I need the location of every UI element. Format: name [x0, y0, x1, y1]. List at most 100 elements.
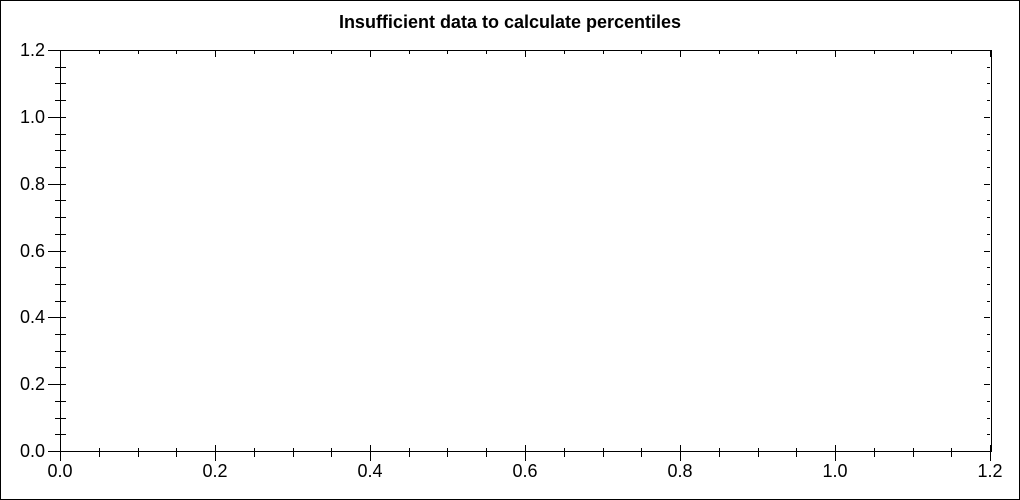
- y-axis-minor-tick: [55, 434, 66, 435]
- x-axis-top-minor-tick: [603, 51, 604, 54]
- y-tick-label: 1.0: [19, 107, 45, 127]
- y-axis-right-minor-tick: [987, 150, 990, 151]
- x-axis-minor-tick: [796, 448, 797, 457]
- x-axis-minor-tick: [913, 448, 914, 457]
- y-axis-minor-tick: [55, 167, 66, 168]
- y-tick-label: 0.8: [19, 174, 45, 194]
- x-axis-top-minor-tick: [874, 51, 875, 54]
- x-axis-minor-tick: [641, 448, 642, 457]
- y-axis-major-tick: [48, 50, 66, 51]
- y-axis-minor-tick: [55, 301, 66, 302]
- y-axis-minor-tick: [55, 351, 66, 352]
- x-axis-top-minor-tick: [564, 51, 565, 54]
- y-axis-minor-tick: [55, 284, 66, 285]
- y-axis-right-minor-tick: [987, 284, 990, 285]
- x-tick-label: 0.6: [512, 461, 538, 481]
- y-axis-major-tick: [48, 384, 66, 385]
- y-axis-major-tick: [48, 251, 66, 252]
- x-axis-major-tick: [215, 445, 216, 461]
- x-axis-top-minor-tick: [913, 51, 914, 54]
- y-axis-right-minor-tick: [987, 100, 990, 101]
- x-axis-major-tick: [835, 445, 836, 461]
- y-axis-right-minor-tick: [987, 167, 990, 168]
- y-axis-right-minor-tick: [987, 83, 990, 84]
- x-axis-top-major-tick: [525, 51, 526, 57]
- x-axis-major-tick: [60, 445, 61, 461]
- y-axis-minor-tick: [55, 100, 66, 101]
- y-axis-minor-tick: [55, 334, 66, 335]
- x-axis-top-minor-tick: [176, 51, 177, 54]
- y-axis-right-major-tick: [984, 117, 990, 118]
- y-axis-minor-tick: [55, 134, 66, 135]
- y-axis-right-minor-tick: [987, 418, 990, 419]
- y-axis-minor-tick: [55, 67, 66, 68]
- y-axis-right-minor-tick: [987, 234, 990, 235]
- x-axis-minor-tick: [331, 448, 332, 457]
- y-tick-label: 0.6: [19, 241, 45, 261]
- x-axis-top-major-tick: [60, 51, 61, 57]
- x-tick-label: 0.4: [357, 461, 383, 481]
- y-axis-minor-tick: [55, 200, 66, 201]
- x-axis-minor-tick: [447, 448, 448, 457]
- x-axis-top-minor-tick: [331, 51, 332, 54]
- y-axis-right-major-tick: [984, 50, 990, 51]
- x-axis-minor-tick: [293, 448, 294, 457]
- y-axis-right-minor-tick: [987, 351, 990, 352]
- x-axis-top-minor-tick: [138, 51, 139, 54]
- x-axis-minor-tick: [99, 448, 100, 457]
- y-axis-minor-tick: [55, 217, 66, 218]
- y-axis-right-minor-tick: [987, 334, 990, 335]
- y-axis-minor-tick: [55, 150, 66, 151]
- x-axis-minor-tick: [409, 448, 410, 457]
- x-tick-label: 0.2: [202, 461, 228, 481]
- x-axis-major-tick: [680, 445, 681, 461]
- x-axis-top-minor-tick: [719, 51, 720, 54]
- x-axis-top-minor-tick: [447, 51, 448, 54]
- y-axis-major-tick: [48, 317, 66, 318]
- x-axis-major-tick: [990, 445, 991, 461]
- y-axis-right-major-tick: [984, 184, 990, 185]
- x-axis-top-minor-tick: [796, 51, 797, 54]
- x-tick-label: 1.0: [822, 461, 848, 481]
- y-axis-minor-tick: [55, 83, 66, 84]
- x-axis-top-minor-tick: [641, 51, 642, 54]
- x-axis-top-minor-tick: [254, 51, 255, 54]
- chart-title: Insufficient data to calculate percentil…: [338, 12, 682, 32]
- y-axis-minor-tick: [55, 401, 66, 402]
- x-axis-minor-tick: [758, 448, 759, 457]
- x-axis-top-minor-tick: [99, 51, 100, 54]
- y-axis-minor-tick: [55, 418, 66, 419]
- x-axis-top-minor-tick: [951, 51, 952, 54]
- x-axis-top-major-tick: [215, 51, 216, 57]
- x-axis-minor-tick: [719, 448, 720, 457]
- plot-area: [60, 50, 992, 452]
- y-axis-right-minor-tick: [987, 267, 990, 268]
- y-tick-label: 1.2: [19, 40, 45, 60]
- y-axis-right-minor-tick: [987, 401, 990, 402]
- x-tick-label: 0.0: [47, 461, 73, 481]
- y-tick-label: 0.2: [19, 374, 45, 394]
- x-axis-minor-tick: [874, 448, 875, 457]
- y-axis-right-minor-tick: [987, 200, 990, 201]
- y-axis-right-major-tick: [984, 384, 990, 385]
- x-axis-top-major-tick: [370, 51, 371, 57]
- y-axis-right-minor-tick: [987, 67, 990, 68]
- x-axis-top-minor-tick: [758, 51, 759, 54]
- y-tick-label: 0.0: [19, 441, 45, 461]
- y-axis-right-major-tick: [984, 451, 990, 452]
- x-axis-top-minor-tick: [486, 51, 487, 54]
- x-tick-label: 0.8: [667, 461, 693, 481]
- x-axis-minor-tick: [603, 448, 604, 457]
- y-axis-right-minor-tick: [987, 134, 990, 135]
- y-axis-right-major-tick: [984, 251, 990, 252]
- x-axis-major-tick: [370, 445, 371, 461]
- y-axis-minor-tick: [55, 234, 66, 235]
- y-axis-right-minor-tick: [987, 217, 990, 218]
- y-axis-minor-tick: [55, 267, 66, 268]
- x-axis-minor-tick: [951, 448, 952, 457]
- x-axis-minor-tick: [254, 448, 255, 457]
- x-axis-minor-tick: [138, 448, 139, 457]
- y-axis-major-tick: [48, 451, 66, 452]
- x-axis-top-major-tick: [680, 51, 681, 57]
